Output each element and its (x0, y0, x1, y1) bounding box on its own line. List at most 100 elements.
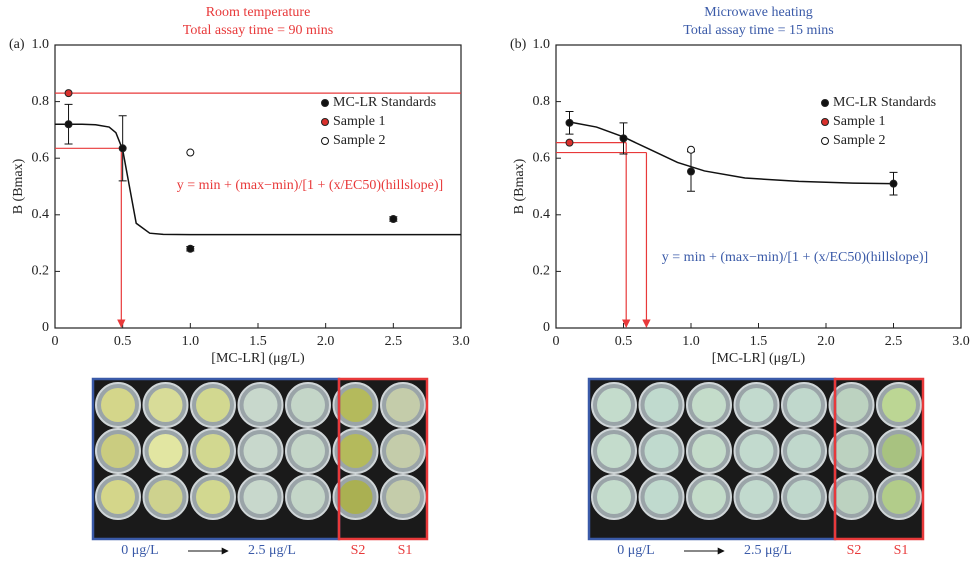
x-tick-label: 1.0 (682, 334, 700, 349)
well (243, 434, 278, 468)
x-tick-label: 2.0 (317, 334, 335, 349)
plate-label: 2.5 μg/L (248, 543, 296, 558)
chart-panel: Room temperature Total assay time = 90 mi… (9, 5, 470, 558)
y-axis-label: B (Bmax) (512, 158, 527, 214)
y-tick-label: 0 (543, 320, 550, 335)
well (882, 388, 916, 422)
equation: y = min + (max−min)/[1 + (x/EC50)(hillsl… (177, 178, 443, 193)
well (291, 434, 325, 468)
y-tick-label: 0.8 (533, 94, 551, 109)
well (644, 480, 679, 514)
equation: y = min + (max−min)/[1 + (x/EC50)(hillsl… (662, 250, 928, 265)
well (243, 480, 278, 514)
well (597, 434, 631, 468)
x-axis-label: [MC-LR] (μg/L) (211, 351, 305, 366)
well (787, 434, 821, 468)
x-tick-label: 2.5 (885, 334, 903, 349)
y-tick-label: 0 (42, 320, 49, 335)
well (291, 480, 325, 514)
chart-title: Microwave heating (704, 5, 812, 20)
x-tick-label: 2.0 (817, 334, 835, 349)
well (834, 434, 869, 468)
chart-subtitle: Total assay time = 15 mins (683, 23, 833, 38)
x-tick-label: 2.5 (385, 334, 403, 349)
y-tick-label: 1.0 (32, 37, 50, 52)
panel-label: (b) (510, 37, 527, 52)
y-tick-label: 0.2 (533, 264, 551, 279)
legend-marker (321, 99, 329, 107)
x-tick-label: 1.5 (750, 334, 768, 349)
well (692, 480, 726, 514)
data-point (889, 179, 898, 188)
data-point (186, 148, 195, 157)
plate-label: 0 μg/L (121, 543, 158, 558)
samples-box (337, 377, 429, 541)
well (692, 388, 726, 422)
fit-curve (55, 123, 461, 236)
well (148, 434, 183, 468)
x-tick-label: 0 (52, 334, 59, 349)
x-tick-label: 3.0 (452, 334, 470, 349)
plot-frame (555, 44, 962, 329)
well (101, 480, 135, 514)
legend-marker (321, 137, 329, 145)
y-tick-label: 0.4 (533, 207, 551, 222)
well (148, 480, 183, 514)
panel-label: (a) (9, 37, 25, 52)
legend-label: MC-LR Standards (333, 95, 436, 110)
data-point (186, 244, 195, 253)
plate-label: 0 μg/L (617, 543, 654, 558)
well (739, 434, 774, 468)
x-tick-label: 0 (553, 334, 560, 349)
plate-label: S1 (894, 543, 909, 558)
legend-marker (821, 137, 829, 145)
legend-label: Sample 1 (833, 114, 886, 129)
well (196, 480, 230, 514)
data-point (687, 145, 695, 154)
well (597, 480, 631, 514)
well (101, 434, 135, 468)
plate-label: S1 (398, 543, 413, 558)
well (148, 388, 183, 422)
well (692, 434, 726, 468)
well (834, 388, 869, 422)
data-point (64, 120, 73, 129)
plate-label: S2 (351, 543, 366, 558)
legend-label: Sample 1 (333, 114, 386, 129)
well (882, 434, 916, 468)
well (338, 434, 373, 468)
plate-label: S2 (847, 543, 862, 558)
legend-label: Sample 2 (833, 133, 886, 148)
legend-marker (321, 118, 329, 126)
legend-label: MC-LR Standards (833, 95, 936, 110)
chart-title: Room temperature (206, 5, 311, 20)
data-point (389, 215, 398, 224)
y-tick-label: 0.6 (32, 150, 50, 165)
chart-subtitle: Total assay time = 90 mins (183, 23, 333, 38)
well (787, 480, 821, 514)
legend-marker (821, 99, 829, 107)
well (739, 480, 774, 514)
x-tick-label: 0.5 (114, 334, 132, 349)
well (597, 388, 631, 422)
well (739, 388, 774, 422)
well (338, 388, 373, 422)
well (834, 480, 869, 514)
x-tick-label: 1.0 (182, 334, 200, 349)
well (386, 480, 420, 514)
data-point (619, 134, 628, 143)
well (644, 434, 679, 468)
well (101, 388, 135, 422)
well (291, 388, 325, 422)
y-tick-label: 0.4 (32, 207, 50, 222)
well (196, 434, 230, 468)
data-point (64, 89, 73, 98)
well (386, 434, 420, 468)
x-tick-label: 0.5 (615, 334, 633, 349)
y-tick-label: 0.2 (32, 264, 50, 279)
well (338, 480, 373, 514)
data-point (565, 138, 574, 147)
well (386, 388, 420, 422)
y-tick-label: 0.8 (32, 94, 50, 109)
